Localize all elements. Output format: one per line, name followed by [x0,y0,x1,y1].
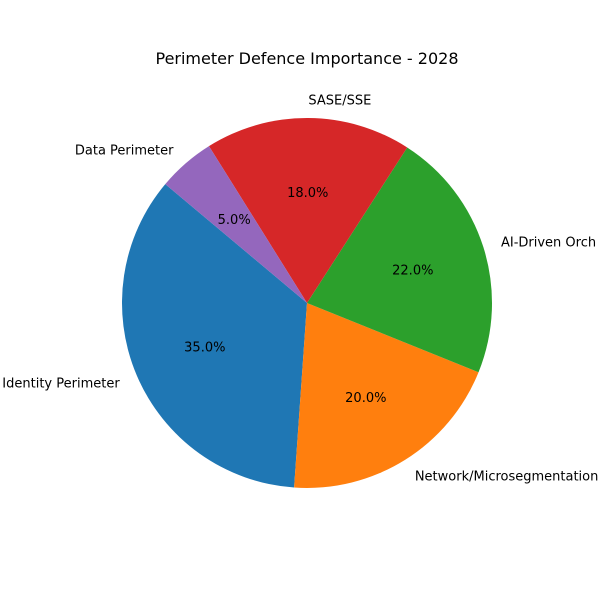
slice-label: Network/Microsegmentation [415,470,599,485]
pie-slice-1 [294,303,479,488]
pct-label: 20.0% [345,391,386,406]
pct-label: 18.0% [287,186,328,201]
pct-label: 5.0% [218,213,251,228]
pie-slice-4 [165,146,307,303]
slice-label: Identity Perimeter [2,377,120,392]
slice-label: Data Perimeter [75,143,174,158]
pct-label: 35.0% [184,340,225,355]
pie-slice-3 [208,117,408,303]
chart-title: Perimeter Defence Importance - 2028 [155,49,458,68]
pie-slice-2 [307,147,493,373]
slice-label: SASE/SSE [308,94,371,109]
pie-slice-0 [121,184,307,488]
pct-label: 22.0% [392,263,433,278]
slice-label: AI-Driven Orch [501,235,596,250]
